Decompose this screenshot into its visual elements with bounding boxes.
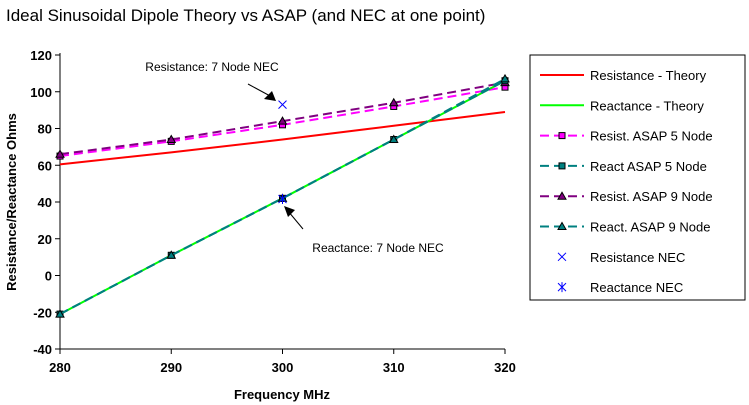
x-axis-label: Frequency MHz [234, 387, 331, 402]
y-tick-label: 80 [38, 122, 52, 137]
triangle-marker [557, 221, 567, 230]
annotation-reactance-nec: Reactance: 7 Node NEC [312, 241, 444, 255]
triangle-marker [277, 116, 288, 125]
y-tick-label: 0 [45, 269, 52, 284]
annotation-resistance-nec: Resistance: 7 Node NEC [145, 60, 279, 74]
asterisk-marker [278, 194, 287, 205]
triangle-marker [557, 191, 567, 200]
triangle-marker [388, 134, 399, 144]
y-tick-label: 120 [30, 48, 52, 63]
triangle-marker [388, 97, 399, 107]
x-marker [278, 100, 287, 109]
y-tick-label: 20 [38, 232, 52, 247]
legend-label: Resist. ASAP 5 Node [590, 129, 713, 144]
legend [529, 54, 746, 301]
x-tick-label: 310 [383, 360, 405, 375]
x-marker [557, 252, 567, 262]
series-line-0 [59, 110, 506, 166]
triangle-marker [166, 134, 177, 144]
square-marker [558, 162, 566, 170]
triangle-marker [500, 73, 510, 83]
y-tick-label: 40 [38, 195, 52, 210]
x-tick-label: 290 [160, 360, 182, 375]
legend-label: Resistance - Theory [590, 68, 707, 83]
y-tick-label: -20 [33, 305, 52, 320]
square-marker [558, 132, 566, 140]
y-tick-label: 60 [38, 158, 52, 173]
x-tick-label: 280 [49, 360, 71, 375]
triangle-marker [55, 149, 65, 158]
triangle-marker [166, 250, 177, 259]
x-tick-label: 300 [272, 360, 294, 375]
y-axis-label: Resistance/Reactance Ohms [4, 113, 19, 291]
y-tick-label: 100 [30, 85, 52, 100]
x-tick-label: 320 [494, 360, 516, 375]
legend-label: React. ASAP 9 Node [590, 220, 710, 235]
annotation-arrowhead [264, 91, 276, 101]
legend-label: Reactance - Theory [590, 98, 704, 113]
chart-title: Ideal Sinusoidal Dipole Theory vs ASAP (… [6, 6, 485, 25]
legend-label: React ASAP 5 Node [590, 159, 707, 174]
annotation-arrowhead [284, 206, 295, 217]
legend-label: Reactance NEC [590, 280, 683, 295]
asterisk-marker [557, 282, 567, 293]
triangle-marker [55, 309, 65, 318]
legend-label: Resistance NEC [590, 250, 685, 265]
annotation-arrow-line [247, 83, 273, 98]
legend-label: Resist. ASAP 9 Node [590, 189, 713, 204]
y-tick-label: -40 [33, 342, 52, 357]
